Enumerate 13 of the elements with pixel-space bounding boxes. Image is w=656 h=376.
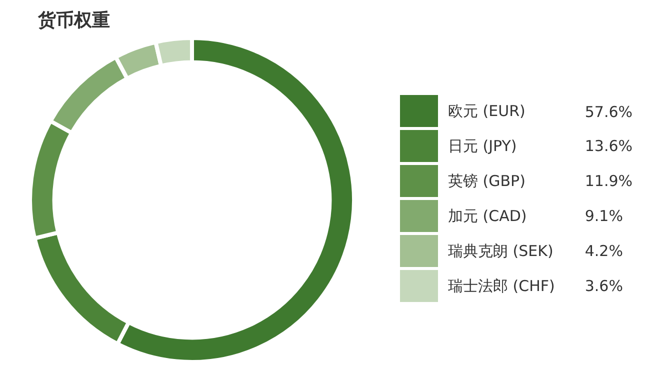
data-label: 9.1%: [584, 206, 624, 227]
legend-label: 欧元 (EUR): [447, 101, 526, 122]
legend-label: 加元 (CAD): [447, 206, 528, 226]
data-label: 11.9%: [584, 171, 633, 192]
data-label: 4.2%: [584, 241, 624, 262]
legend-label: 瑞士法郎 (CHF): [447, 276, 556, 296]
data-label: 13.6%: [584, 136, 633, 157]
data-label: 3.6%: [584, 276, 624, 297]
legend-label: 日元 (JPY): [447, 136, 518, 156]
chart-title: 货币权重: [38, 9, 111, 32]
legend-label: 英镑 (GBP): [447, 170, 526, 192]
data-label: 57.6%: [584, 102, 633, 123]
legend-label: 瑞典克朗 (SEK): [447, 240, 554, 262]
